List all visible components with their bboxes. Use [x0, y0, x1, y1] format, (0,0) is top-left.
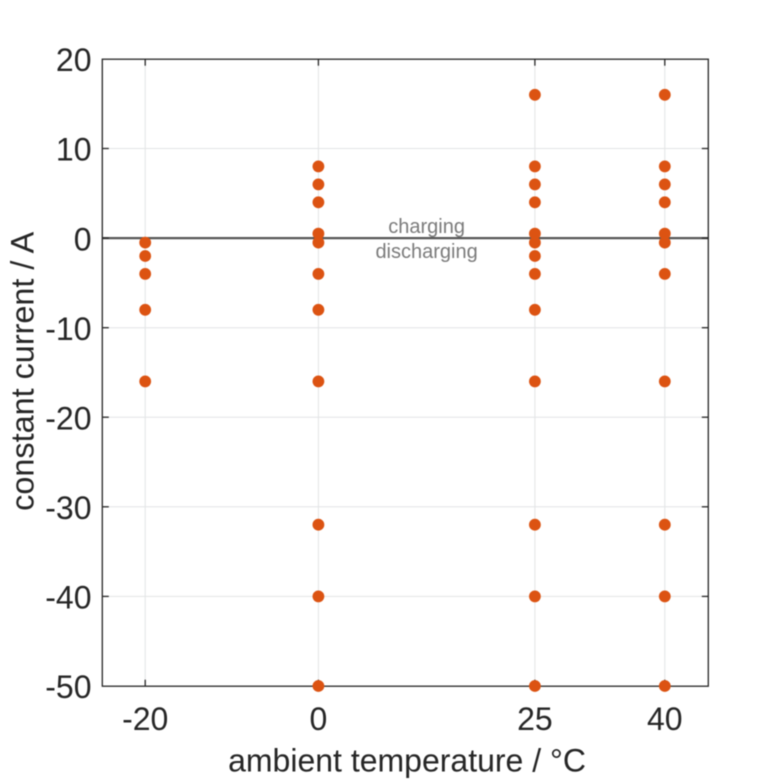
svg-text:40: 40 [647, 701, 683, 737]
svg-text:-20: -20 [45, 400, 91, 436]
svg-text:constant current / A: constant current / A [5, 231, 41, 510]
svg-text:0: 0 [310, 701, 328, 737]
svg-text:-50: -50 [45, 669, 91, 705]
svg-text:charging: charging [388, 216, 465, 238]
svg-text:-40: -40 [45, 580, 91, 616]
svg-text:-10: -10 [45, 311, 91, 347]
svg-text:ambient temperature / °C: ambient temperature / °C [228, 743, 586, 779]
svg-text:0: 0 [74, 221, 92, 257]
svg-text:-20: -20 [122, 701, 168, 737]
svg-text:10: 10 [56, 132, 92, 168]
svg-text:25: 25 [517, 701, 553, 737]
svg-text:-30: -30 [45, 490, 91, 526]
svg-text:20: 20 [56, 42, 92, 78]
svg-text:discharging: discharging [375, 241, 477, 263]
